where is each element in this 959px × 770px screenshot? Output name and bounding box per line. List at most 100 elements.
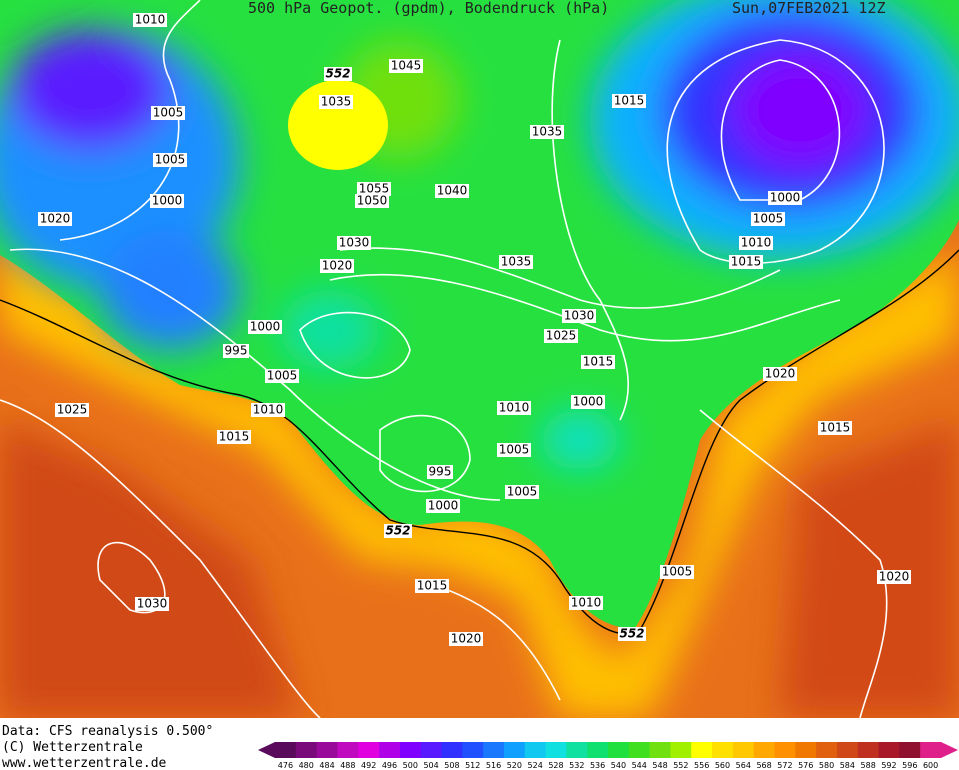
colorbar-swatch: [899, 742, 921, 758]
colorbar-tick-label: 580: [819, 761, 834, 770]
label-box: [818, 421, 852, 435]
label-box: [251, 403, 285, 417]
isobar-label: 1015: [583, 355, 614, 369]
isobar-label: 1025: [57, 403, 88, 417]
colorbar-swatch: [649, 742, 671, 758]
colorbar-swatch: [691, 742, 713, 758]
label-box: [337, 236, 371, 250]
isobar-label: 1045: [391, 59, 422, 73]
colorbar-swatch: [420, 742, 442, 758]
label-box: [562, 309, 596, 323]
credit-line: (C) Wetterzentrale: [2, 740, 143, 755]
colorbar-swatch: [545, 742, 567, 758]
isobar-label: 1005: [507, 485, 538, 499]
label-box: [427, 465, 453, 479]
colorbar-swatch: [295, 742, 318, 758]
label-box: [265, 369, 299, 383]
colorbar-tick-label: 588: [861, 761, 876, 770]
colorbar-swatch: [712, 742, 734, 758]
colorbar-tick-label: 508: [444, 761, 459, 770]
isobar-label: 1020: [451, 632, 482, 646]
label-box: [135, 597, 169, 611]
label-box: [248, 320, 282, 334]
colorbar-swatch: [857, 742, 880, 758]
isobar-label: 1005: [499, 443, 530, 457]
colorbar-tick-label: 576: [798, 761, 813, 770]
label-box: [217, 430, 251, 444]
label-box: [449, 632, 483, 646]
isobar-label: 1005: [155, 153, 186, 167]
isobar-label: 1035: [501, 255, 532, 269]
isobar-label: 1005: [267, 369, 298, 383]
colorbar-swatch: [732, 742, 755, 758]
colorbar-tick-label: 500: [403, 761, 418, 770]
isobar-label: 1005: [753, 212, 784, 226]
colorbar-swatch: [441, 742, 463, 758]
colorbar-tick-label: 596: [902, 761, 917, 770]
colorbar-tick-label: 512: [465, 761, 480, 770]
isobar-label: 1055: [359, 182, 390, 196]
label-box: [751, 212, 785, 226]
colorbar-tick-label: 480: [299, 761, 314, 770]
colorbar-swatch: [399, 742, 422, 758]
colorbar-tick-label: 548: [652, 761, 667, 770]
label-box: [544, 329, 578, 343]
isobar-label: 1025: [546, 329, 577, 343]
label-box: [618, 627, 646, 641]
label-box: [153, 153, 187, 167]
isobar-label: 1020: [765, 367, 796, 381]
colorbar-tick-label: 552: [673, 761, 688, 770]
isobar-labels: 1010100510051000102010009951005101010251…: [38, 13, 911, 646]
colorbar-tick-label: 568: [756, 761, 771, 770]
isobar-label: 1015: [219, 430, 250, 444]
colorbar-tick-label: 484: [319, 761, 334, 770]
colorbar-tick-label: 532: [569, 761, 584, 770]
isobar-label: 1005: [662, 565, 693, 579]
isobar-label: 1000: [770, 191, 801, 205]
credit-line: www.wetterzentrale.de: [2, 756, 167, 770]
colorbar-swatch: [628, 742, 651, 758]
label-box: [384, 524, 412, 538]
label-box: [357, 182, 391, 196]
label-box: [497, 443, 531, 457]
colorbar-tick-label: 536: [590, 761, 605, 770]
geopotential-label: 552: [619, 627, 644, 641]
colorbar-swatch: [503, 742, 526, 758]
isobar-label: 1000: [250, 320, 281, 334]
label-box: [415, 579, 449, 593]
colorbar-swatch: [337, 742, 359, 758]
label-box: [319, 95, 353, 109]
label-box: [426, 499, 460, 513]
isobar-label: 1005: [153, 106, 184, 120]
colorbar-tick-label: 488: [340, 761, 355, 770]
label-box: [55, 403, 89, 417]
colorbar-swatch: [462, 742, 484, 758]
colorbar-swatch: [316, 742, 338, 758]
label-box: [530, 125, 564, 139]
label-box: [320, 259, 354, 273]
colorbar-tick-label: 476: [278, 761, 293, 770]
isobar-label: 1010: [253, 403, 284, 417]
label-box: [150, 194, 184, 208]
isobar-label: 1020: [322, 259, 353, 273]
isobar-label: 1015: [614, 94, 645, 108]
colorbar-tick-label: 564: [736, 761, 751, 770]
map-date: Sun,07FEB2021 12Z: [732, 0, 886, 17]
isobar-label: 1010: [741, 236, 772, 250]
label-box: [571, 395, 605, 409]
credit-line: Data: CFS reanalysis 0.500°: [2, 724, 213, 739]
isobar-label: 1035: [532, 125, 563, 139]
isobar-label: 995: [429, 465, 452, 479]
label-box: [569, 596, 603, 610]
colorbar-tick-label: 524: [528, 761, 543, 770]
colorbar-swatch: [816, 742, 838, 758]
colorbar-swatch: [275, 742, 297, 758]
isobar-label: 1015: [417, 579, 448, 593]
isobar-label: 1030: [137, 597, 168, 611]
isobar-label: 1050: [357, 194, 388, 208]
colorbar-swatch: [566, 742, 588, 758]
isobar-label: 995: [225, 344, 248, 358]
label-box: [612, 94, 646, 108]
isobar-label: 1020: [40, 212, 71, 226]
